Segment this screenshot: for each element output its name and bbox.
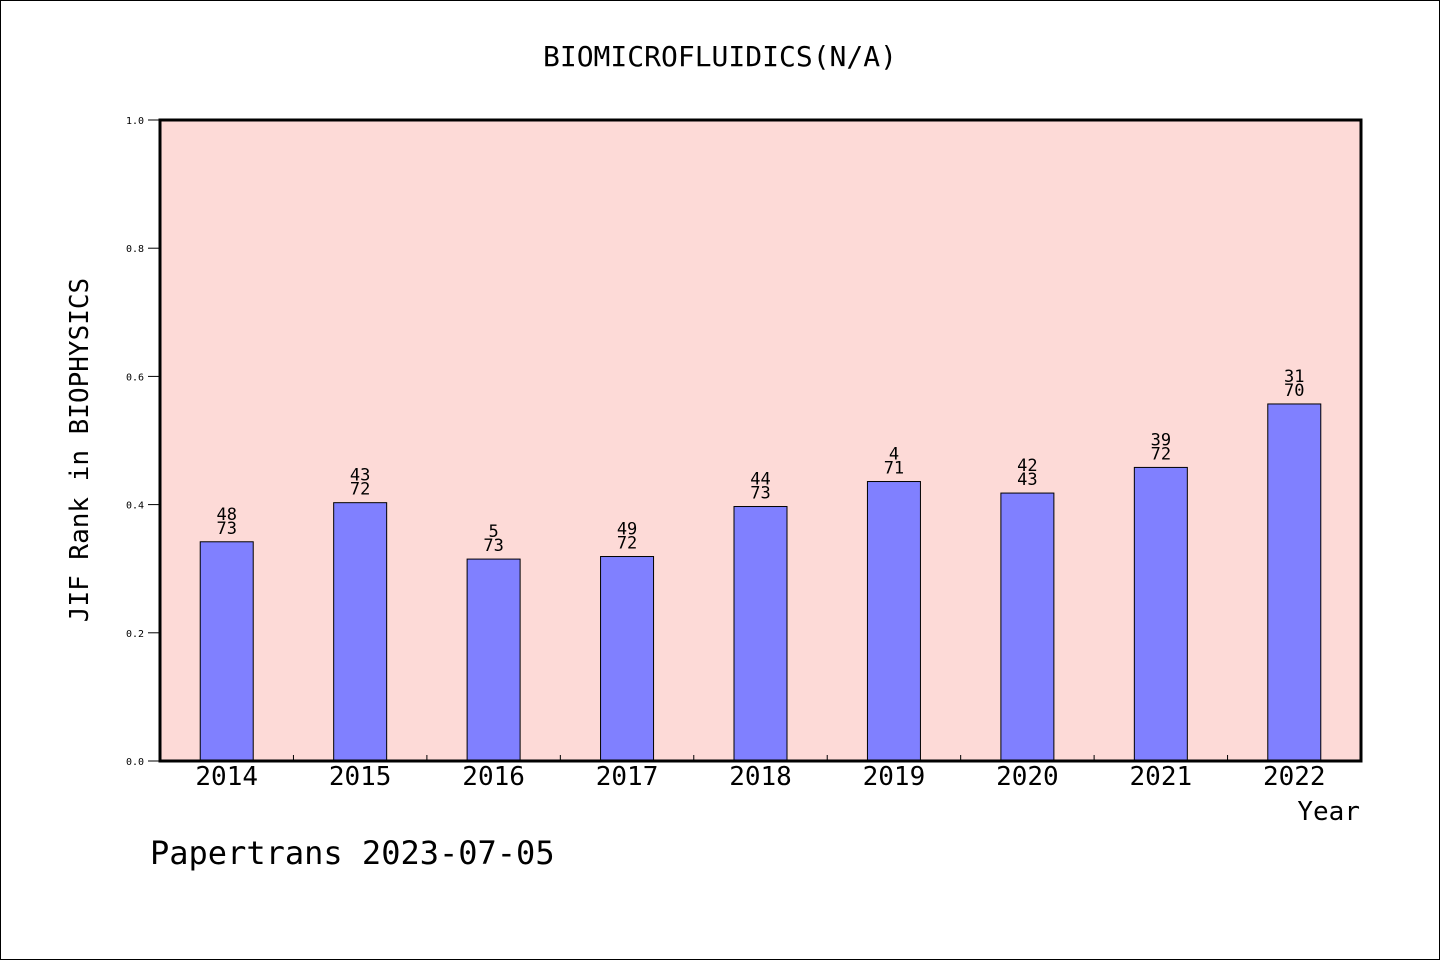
- bar: [333, 502, 388, 762]
- bars-group: [199, 403, 1322, 762]
- x-tick-label: 2016: [462, 762, 525, 792]
- bar-label-total: 73: [750, 484, 770, 504]
- y-tick-label: 0.8: [126, 244, 144, 255]
- x-tick-label: 2014: [195, 762, 258, 792]
- bar: [1267, 403, 1322, 762]
- bar-label-total: 72: [350, 480, 370, 500]
- x-tick-label: 2015: [329, 762, 392, 792]
- bar-label-rank: 42: [1017, 456, 1037, 476]
- bar-label-total: 43: [1017, 470, 1037, 490]
- y-tick-label: 0.6: [126, 372, 144, 383]
- bar: [466, 558, 521, 762]
- x-tick-label: 2017: [596, 762, 659, 792]
- bar-label-rank: 31: [1284, 367, 1304, 387]
- bar: [866, 481, 921, 762]
- bar-label-total: 71: [884, 459, 904, 479]
- bar-label-rank: 44: [750, 470, 770, 490]
- chart-title: BIOMICROFLUIDICS(N/A): [543, 40, 897, 73]
- bar-label-total: 73: [483, 536, 503, 556]
- watermark-text: Papertrans 2023-07-05: [150, 834, 555, 872]
- bar: [733, 506, 788, 762]
- bar-label-total: 73: [216, 519, 236, 539]
- x-tick-label: 2022: [1263, 762, 1326, 792]
- bar-label-rank: 39: [1151, 430, 1171, 450]
- y-tick-label: 0.0: [126, 757, 144, 768]
- bar-label-rank: 48: [216, 505, 236, 525]
- bar-label-total: 72: [1151, 444, 1171, 464]
- y-axis-label: JIF Rank in BIOPHYSICS: [65, 278, 95, 622]
- y-tick-label: 0.4: [126, 501, 144, 512]
- plot-border: [158, 118, 1363, 763]
- x-tick-label: 2019: [863, 762, 926, 792]
- bar: [600, 556, 655, 762]
- y-tick-label: 1.0: [126, 116, 144, 127]
- y-axis: 0.0 0.2 0.4 0.6 0.8 1.0: [126, 116, 160, 768]
- bar-label-rank: 4: [889, 445, 899, 465]
- x-tick-label: 2021: [1130, 762, 1193, 792]
- bar: [199, 541, 254, 762]
- bar-label-total: 72: [617, 534, 637, 554]
- bar-label-total: 70: [1284, 381, 1304, 401]
- bar: [1000, 492, 1055, 762]
- x-axis: 2014 2015 2016 2017 2018 2019 2020 2021 2022: [195, 755, 1326, 792]
- bar-label-rank: 5: [488, 522, 498, 542]
- bar-label-rank: 43: [350, 466, 370, 486]
- x-tick-label: 2020: [996, 762, 1059, 792]
- x-axis-label: Year: [1297, 797, 1360, 827]
- bar-label-rank: 49: [617, 520, 637, 540]
- bar: [1133, 466, 1188, 762]
- y-tick-label: 0.2: [126, 629, 144, 640]
- x-tick-label: 2018: [729, 762, 792, 792]
